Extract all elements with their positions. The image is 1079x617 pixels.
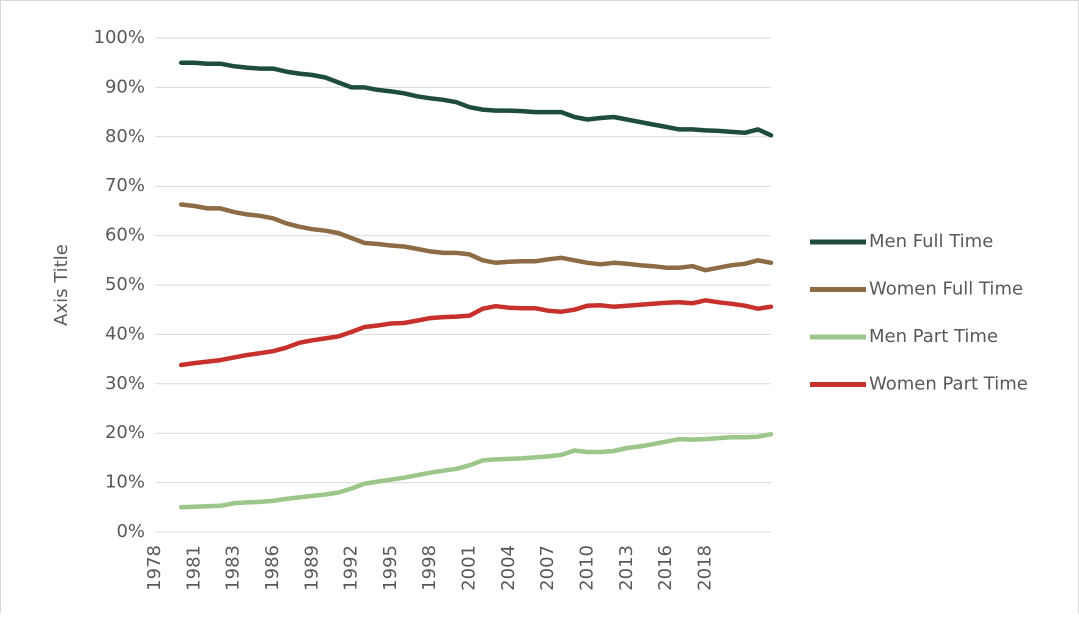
y-tick-label: 60%	[105, 225, 145, 246]
legend-label: Women Full Time	[869, 279, 1023, 300]
y-tick-label: 30%	[105, 373, 145, 394]
y-tick-label: 100%	[94, 27, 145, 48]
series-line	[178, 60, 774, 138]
x-tick-label: 2010	[577, 545, 598, 591]
legend-label: Men Part Time	[869, 326, 998, 347]
y-axis-title: Axis Title	[51, 244, 72, 326]
y-tick-label: 40%	[105, 323, 145, 344]
x-tick-label: 1981	[183, 545, 204, 591]
x-tick-label: 2004	[498, 545, 519, 591]
series-line	[178, 431, 774, 510]
x-tick-label: 1989	[301, 545, 322, 591]
y-tick-label: 10%	[105, 472, 145, 493]
x-tick-label: 1978	[144, 545, 165, 591]
x-tick-label: 1992	[341, 545, 362, 591]
y-tick-label: 80%	[105, 126, 145, 147]
y-tick-label: 70%	[105, 175, 145, 196]
y-tick-label: 20%	[105, 422, 145, 443]
legend-label: Men Full Time	[869, 231, 993, 252]
x-tick-label: 1998	[419, 545, 440, 591]
x-tick-label: 2013	[616, 545, 637, 591]
x-tick-label: 1986	[262, 545, 283, 591]
legend-label: Women Part Time	[869, 374, 1028, 395]
x-tick-label: 2018	[694, 545, 715, 591]
x-tick-label: 2007	[537, 545, 558, 591]
series-line	[178, 202, 774, 273]
x-tick-label: 1995	[380, 545, 401, 591]
y-tick-label: 0%	[116, 521, 145, 542]
x-tick-label: 1983	[223, 545, 244, 591]
y-tick-label: 90%	[105, 76, 145, 97]
y-tick-label: 50%	[105, 274, 145, 295]
series-line	[178, 298, 774, 368]
x-tick-label: 2001	[459, 545, 480, 591]
x-tick-label: 2016	[655, 545, 676, 591]
